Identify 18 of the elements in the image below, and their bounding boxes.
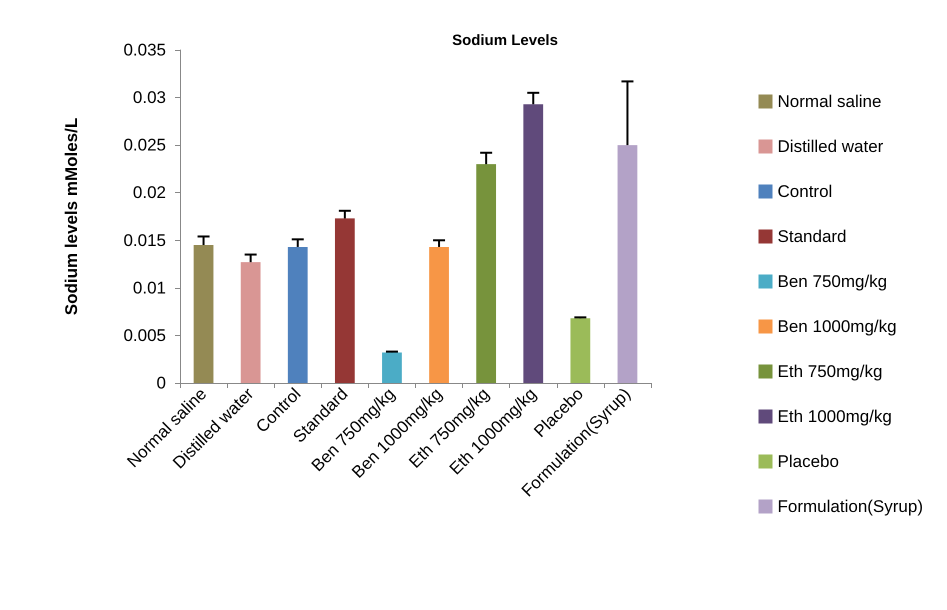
legend-label: Formulation(Syrup) [778,497,924,516]
legend-label: Ben 1000mg/kg [778,317,897,336]
chart-title: Sodium Levels [452,32,558,49]
y-tick-label: 0.01 [132,278,166,298]
y-tick-label: 0.03 [132,88,166,108]
y-tick-label: 0.02 [132,183,166,202]
y-tick-label: 0.005 [123,326,166,345]
legend-label: Eth 750mg/kg [778,362,882,381]
legend-label: Distilled water [778,137,884,156]
y-tick-label: 0 [156,374,166,392]
y-tick-label: 0.015 [123,230,166,250]
y-tick-label: 0.035 [123,40,166,60]
legend-label: Ben 750mg/kg [778,272,888,291]
legend-label: Control [778,182,832,201]
legend-label: Normal saline [778,92,882,111]
y-tick-label: 0.025 [123,136,166,155]
y-axis-title: Sodium levels mMoles/L [62,118,81,316]
legend-label: Standard [778,227,847,246]
